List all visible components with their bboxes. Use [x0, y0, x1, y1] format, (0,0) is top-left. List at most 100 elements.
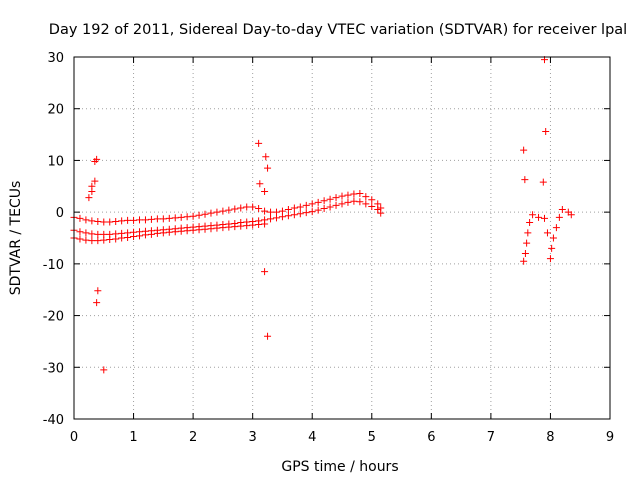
data-point [548, 244, 556, 252]
data-point [112, 217, 120, 225]
data-point [350, 197, 358, 205]
data-point [93, 155, 101, 163]
data-point [124, 233, 132, 241]
data-point [256, 180, 264, 188]
data-point [136, 232, 144, 240]
x-tick-label: 9 [606, 430, 614, 445]
data-point [165, 228, 173, 236]
data-point [130, 232, 138, 240]
data-point [526, 218, 534, 226]
data-point [539, 178, 547, 186]
data-point [344, 198, 352, 206]
data-point [521, 250, 529, 258]
data-point [261, 268, 269, 276]
data-point [542, 127, 550, 135]
data-point [377, 209, 385, 217]
data-point [94, 230, 102, 238]
data-point [213, 224, 221, 232]
data-point [374, 206, 382, 214]
data-point [130, 216, 138, 224]
data-point [225, 223, 233, 231]
data-point [368, 202, 376, 210]
data-point [159, 229, 167, 237]
data-point [147, 215, 155, 223]
data-point [85, 194, 93, 202]
data-point [362, 193, 370, 201]
data-point [529, 211, 537, 219]
data-point [195, 211, 203, 219]
data-point [249, 203, 257, 211]
data-point [320, 197, 328, 205]
data-point [201, 225, 209, 233]
data-point [520, 146, 528, 154]
data-point [231, 223, 239, 231]
data-point [520, 257, 528, 265]
data-point [201, 210, 209, 218]
data-point [189, 212, 197, 220]
data-point [267, 215, 275, 223]
data-point [118, 217, 126, 225]
data-point [88, 187, 96, 195]
data-point [189, 226, 197, 234]
y-tick-label: 20 [47, 103, 64, 118]
data-point [171, 228, 179, 236]
data-point [356, 190, 364, 198]
data-point [308, 200, 316, 208]
data-point [159, 215, 167, 223]
y-tick-label: -20 [43, 310, 64, 325]
data-point [368, 196, 376, 204]
data-point [100, 218, 108, 226]
data-point [213, 208, 221, 216]
data-point [243, 222, 251, 230]
data-point [296, 210, 304, 218]
x-tick-label: 5 [368, 430, 376, 445]
data-point [308, 208, 316, 216]
data-point [302, 201, 310, 209]
data-point [88, 237, 96, 245]
data-point [338, 200, 346, 208]
x-tick-label: 3 [249, 430, 257, 445]
data-point [332, 201, 340, 209]
data-point [112, 235, 120, 243]
data-point [76, 214, 84, 222]
y-tick-label: 0 [56, 206, 64, 221]
data-point [264, 332, 272, 340]
x-tick-label: 4 [308, 430, 316, 445]
data-point [76, 228, 84, 236]
y-tick-label: 10 [47, 154, 64, 169]
data-point [261, 207, 269, 215]
data-point [106, 218, 114, 226]
data-point [94, 237, 102, 245]
y-tick-labels: -40 -30 -20 -10 0 10 20 30 [43, 51, 64, 428]
data-point [153, 229, 161, 237]
data-point [183, 227, 191, 235]
data-point [94, 217, 102, 225]
data-point [314, 206, 322, 214]
data-point [314, 198, 322, 206]
x-axis-label: GPS time / hours [281, 459, 398, 475]
data-point [237, 204, 245, 212]
data-point [93, 299, 101, 307]
data-point [195, 226, 203, 234]
data-point [153, 215, 161, 223]
data-point [82, 236, 90, 244]
data-point [219, 207, 227, 215]
data-point [320, 205, 328, 213]
data-point [225, 206, 233, 214]
x-tick-labels: 0 1 2 3 4 5 6 7 8 9 [70, 430, 614, 445]
data-point [558, 206, 566, 214]
data-point [100, 366, 108, 374]
data-point [88, 230, 96, 238]
data-point [94, 287, 102, 295]
data-point [106, 236, 114, 244]
data-point [535, 213, 543, 221]
x-tick-label: 8 [546, 430, 554, 445]
data-point [141, 231, 149, 239]
data-point [264, 164, 272, 172]
y-tick-label: -40 [43, 413, 64, 428]
data-point [124, 216, 132, 224]
data-point [540, 214, 548, 222]
data-point [262, 153, 270, 161]
y-tick-label: 30 [47, 51, 64, 66]
plot-frame [73, 56, 611, 420]
